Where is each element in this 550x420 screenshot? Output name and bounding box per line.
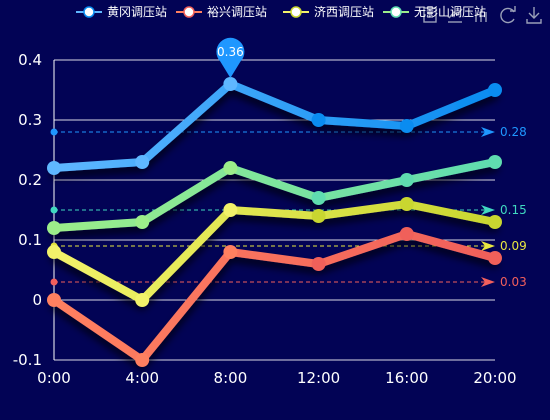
mark-line-arrow xyxy=(481,205,495,215)
mark-line-arrow xyxy=(481,127,495,137)
legend-label: 黄冈调压站 xyxy=(107,5,167,19)
bar-chart-icon[interactable] xyxy=(475,9,487,22)
x-tick-label: 12:00 xyxy=(297,369,340,387)
data-point[interactable] xyxy=(135,155,150,169)
data-point[interactable] xyxy=(488,215,502,229)
data-point[interactable] xyxy=(223,161,238,175)
y-tick-label: 0.3 xyxy=(18,111,42,129)
x-axis: 0:00 4:00 8:00 12:00 16:00 20:00 xyxy=(37,369,516,387)
data-point[interactable] xyxy=(311,113,326,127)
data-point[interactable] xyxy=(488,83,502,97)
legend-marker xyxy=(183,6,195,18)
mark-lines: 0.28 0.03 0.09 0.15 xyxy=(50,125,527,289)
legend-label: 无影山调压站 xyxy=(414,5,486,19)
data-point[interactable] xyxy=(399,119,414,133)
y-tick-label: 0.4 xyxy=(18,51,42,69)
data-point[interactable] xyxy=(311,191,326,205)
series-group xyxy=(47,77,502,175)
legend-label: 裕兴调压站 xyxy=(207,4,267,19)
data-point[interactable] xyxy=(399,173,414,187)
data-point[interactable] xyxy=(47,161,61,175)
data-point[interactable] xyxy=(311,209,326,223)
x-tick-label: 4:00 xyxy=(125,369,159,387)
max-pin-label: 0.36 xyxy=(217,45,244,59)
series-group xyxy=(47,197,502,307)
y-tick-label: -0.1 xyxy=(13,351,42,369)
legend-item[interactable]: 济西调压站 xyxy=(283,4,374,19)
restore-icon[interactable] xyxy=(500,6,516,24)
data-point[interactable] xyxy=(488,251,502,265)
data-point[interactable] xyxy=(223,203,238,217)
legend-marker xyxy=(83,6,95,18)
series-line xyxy=(50,200,499,304)
legend-marker xyxy=(290,6,302,18)
mark-line-label: 0.09 xyxy=(500,239,527,253)
legend-item[interactable]: 裕兴调压站 xyxy=(176,4,267,19)
mark-line-label: 0.28 xyxy=(500,125,527,139)
x-tick-label: 0:00 xyxy=(37,369,71,387)
series-line xyxy=(50,230,499,364)
data-point[interactable] xyxy=(223,77,238,91)
x-tick-label: 8:00 xyxy=(214,369,248,387)
data-point[interactable] xyxy=(399,227,414,241)
legend: 黄冈调压站 裕兴调压站 济西调压站 无影山调压站 xyxy=(76,4,486,19)
series-layer xyxy=(47,77,502,367)
data-point[interactable] xyxy=(135,293,150,307)
legend-item[interactable]: 无影山调压站 xyxy=(383,5,486,19)
data-point[interactable] xyxy=(223,245,238,259)
y-axis: -0.1 0 0.1 0.2 0.3 0.4 xyxy=(13,51,55,369)
mark-line-label: 0.03 xyxy=(500,275,527,289)
legend-item[interactable]: 黄冈调压站 xyxy=(76,5,167,19)
data-point[interactable] xyxy=(47,221,61,235)
series-line xyxy=(50,158,499,232)
max-pins: 0.36 xyxy=(216,37,245,78)
data-point[interactable] xyxy=(135,353,150,367)
mark-line-arrow xyxy=(481,241,495,251)
data-point[interactable] xyxy=(311,257,326,271)
y-tick-label: 0 xyxy=(32,291,42,309)
download-icon[interactable] xyxy=(526,7,542,24)
mark-line-arrow xyxy=(481,277,495,287)
series-line xyxy=(50,80,499,172)
data-point[interactable] xyxy=(399,197,414,211)
series-group xyxy=(47,155,502,235)
mark-line-label: 0.15 xyxy=(500,203,527,217)
series-group xyxy=(47,227,502,367)
data-point[interactable] xyxy=(135,215,150,229)
line-chart-icon[interactable] xyxy=(448,8,463,23)
data-point[interactable] xyxy=(488,155,502,169)
data-view-icon[interactable] xyxy=(423,7,437,23)
data-point[interactable] xyxy=(47,245,61,259)
toolbox xyxy=(423,6,542,24)
y-tick-label: 0.2 xyxy=(18,171,42,189)
y-tick-label: 0.1 xyxy=(18,231,42,249)
x-tick-label: 20:00 xyxy=(473,369,516,387)
x-tick-label: 16:00 xyxy=(385,369,428,387)
legend-label: 济西调压站 xyxy=(314,4,374,19)
legend-marker xyxy=(390,6,402,18)
max-pin xyxy=(216,37,245,78)
data-point[interactable] xyxy=(47,293,61,307)
